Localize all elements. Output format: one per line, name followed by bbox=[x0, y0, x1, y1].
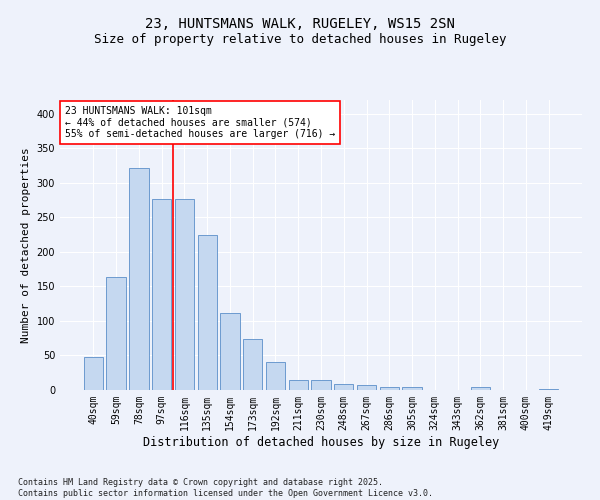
Bar bbox=[175, 200, 194, 390]
Text: 23, HUNTSMANS WALK, RUGELEY, WS15 2SN: 23, HUNTSMANS WALK, RUGELEY, WS15 2SN bbox=[145, 18, 455, 32]
Bar bbox=[403, 387, 422, 390]
Text: 23 HUNTSMANS WALK: 101sqm
← 44% of detached houses are smaller (574)
55% of semi: 23 HUNTSMANS WALK: 101sqm ← 44% of detac… bbox=[65, 106, 335, 139]
Y-axis label: Number of detached properties: Number of detached properties bbox=[21, 147, 31, 343]
Bar bbox=[197, 234, 217, 390]
Bar bbox=[106, 278, 126, 390]
Bar bbox=[357, 385, 376, 390]
Bar bbox=[84, 357, 103, 390]
Text: Contains HM Land Registry data © Crown copyright and database right 2025.
Contai: Contains HM Land Registry data © Crown c… bbox=[18, 478, 433, 498]
X-axis label: Distribution of detached houses by size in Rugeley: Distribution of detached houses by size … bbox=[143, 436, 499, 448]
Bar bbox=[243, 339, 262, 390]
Bar bbox=[311, 380, 331, 390]
Bar bbox=[152, 198, 172, 390]
Bar bbox=[380, 387, 399, 390]
Bar bbox=[470, 387, 490, 390]
Bar bbox=[289, 380, 308, 390]
Bar bbox=[129, 168, 149, 390]
Bar bbox=[334, 384, 353, 390]
Bar bbox=[266, 362, 285, 390]
Bar bbox=[220, 312, 239, 390]
Bar bbox=[539, 388, 558, 390]
Text: Size of property relative to detached houses in Rugeley: Size of property relative to detached ho… bbox=[94, 32, 506, 46]
